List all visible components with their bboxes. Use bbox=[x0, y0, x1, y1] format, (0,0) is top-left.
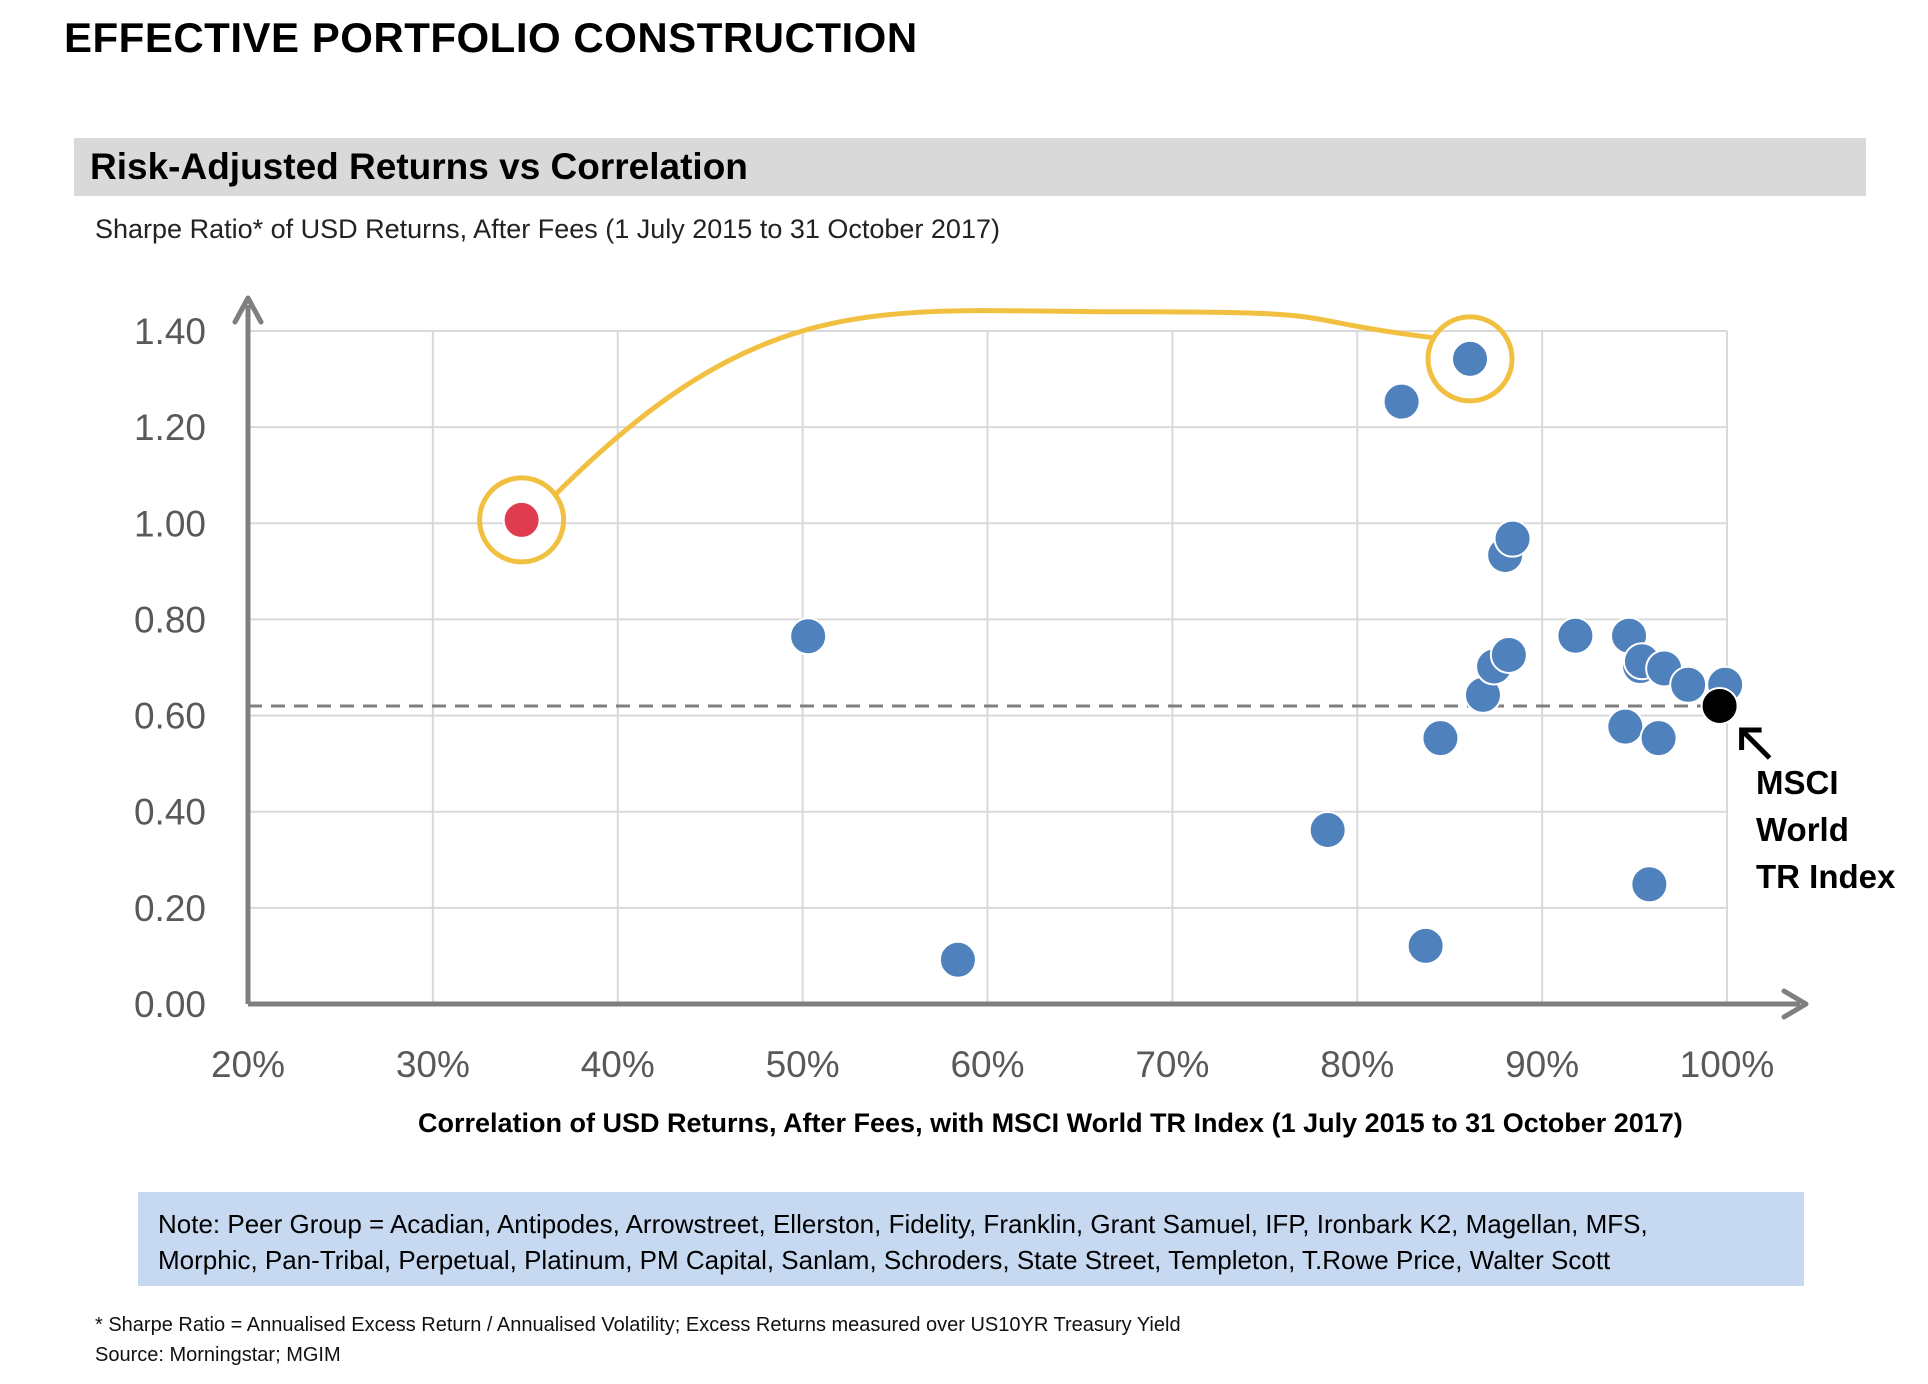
highlight-ring bbox=[1425, 314, 1515, 404]
x-axis-title: Correlation of USD Returns, After Fees, … bbox=[418, 1108, 1683, 1138]
y-tick-label: 0.60 bbox=[134, 696, 206, 737]
x-tick-label: 50% bbox=[766, 1044, 840, 1085]
data-point bbox=[789, 617, 828, 656]
highlight-ring bbox=[477, 475, 567, 565]
data-point bbox=[1406, 926, 1445, 965]
x-tick-label: 40% bbox=[581, 1044, 655, 1085]
y-tick-label: 0.80 bbox=[134, 599, 206, 640]
section-header-bar: Risk-Adjusted Returns vs Correlation bbox=[74, 138, 1866, 196]
x-tick-label: 90% bbox=[1505, 1044, 1579, 1085]
x-tick-label: 70% bbox=[1135, 1044, 1209, 1085]
data-point bbox=[1606, 707, 1645, 746]
section-title: Risk-Adjusted Returns vs Correlation bbox=[90, 146, 748, 187]
data-point bbox=[1489, 636, 1528, 675]
y-tick-label: 1.00 bbox=[134, 503, 206, 544]
annotation-arrow-head bbox=[1739, 727, 1762, 750]
x-tick-label: 100% bbox=[1680, 1044, 1775, 1085]
y-tick-label: 0.40 bbox=[134, 792, 206, 833]
y-tick-label: 0.20 bbox=[134, 888, 206, 929]
highlight-connector bbox=[477, 308, 1515, 565]
data-point bbox=[1700, 686, 1739, 725]
y-tick-label: 1.40 bbox=[134, 311, 206, 352]
data-point bbox=[1630, 865, 1669, 904]
peer-group-note-line-1: Note: Peer Group = Acadian, Antipodes, A… bbox=[158, 1209, 1648, 1239]
footnotes: * Sharpe Ratio = Annualised Excess Retur… bbox=[95, 1310, 1181, 1370]
highlight-connector-curve bbox=[553, 308, 1435, 497]
source-footnote: Source: Morningstar; MGIM bbox=[95, 1344, 341, 1366]
annotation-arrow-shaft bbox=[1739, 728, 1772, 760]
x-tick-label: 30% bbox=[396, 1044, 470, 1085]
data-point bbox=[1382, 382, 1421, 421]
y-axis-arrow bbox=[232, 295, 264, 325]
data-point bbox=[1669, 665, 1708, 704]
index-annotation: MSCI World TR Index bbox=[1739, 727, 1896, 895]
page-title: EFFECTIVE PORTFOLIO CONSTRUCTION bbox=[64, 14, 918, 61]
x-tick-label: 20% bbox=[211, 1044, 285, 1085]
data-point bbox=[1308, 810, 1347, 849]
sharpe-footnote: * Sharpe Ratio = Annualised Excess Retur… bbox=[95, 1314, 1181, 1336]
annotation-label-line: TR Index bbox=[1756, 858, 1896, 895]
axes bbox=[232, 295, 1809, 1020]
peer-group-note: Note: Peer Group = Acadian, Antipodes, A… bbox=[138, 1192, 1804, 1286]
data-point bbox=[938, 940, 977, 979]
annotation-label-line: MSCI bbox=[1756, 764, 1839, 801]
data-points bbox=[502, 339, 1745, 979]
grid-lines bbox=[248, 330, 1728, 1004]
data-point bbox=[1493, 519, 1532, 558]
data-point bbox=[1421, 719, 1460, 758]
y-tick-label: 0.00 bbox=[134, 984, 206, 1025]
x-tick-label: 60% bbox=[950, 1044, 1024, 1085]
x-tick-label: 80% bbox=[1320, 1044, 1394, 1085]
tick-labels: 20% 30% 40% 50% 60% 70% 80% 90% 100% 0.00 0.20 0.40… bbox=[134, 311, 1774, 1085]
data-point bbox=[1451, 339, 1490, 378]
data-point bbox=[1639, 719, 1678, 758]
y-tick-label: 1.20 bbox=[134, 407, 206, 448]
peer-group-note-line-2: Morphic, Pan-Tribal, Perpetual, Platinum… bbox=[158, 1245, 1611, 1275]
data-point bbox=[1556, 616, 1595, 655]
scatter-chart: 20% 30% 40% 50% 60% 70% 80% 90% 100% 0.00 0.20 0.40… bbox=[134, 295, 1896, 1085]
annotation-label-line: World bbox=[1756, 811, 1849, 848]
x-axis-arrow bbox=[1781, 988, 1809, 1020]
chart-subtitle: Sharpe Ratio* of USD Returns, After Fees… bbox=[95, 214, 1000, 244]
data-point bbox=[502, 500, 541, 539]
